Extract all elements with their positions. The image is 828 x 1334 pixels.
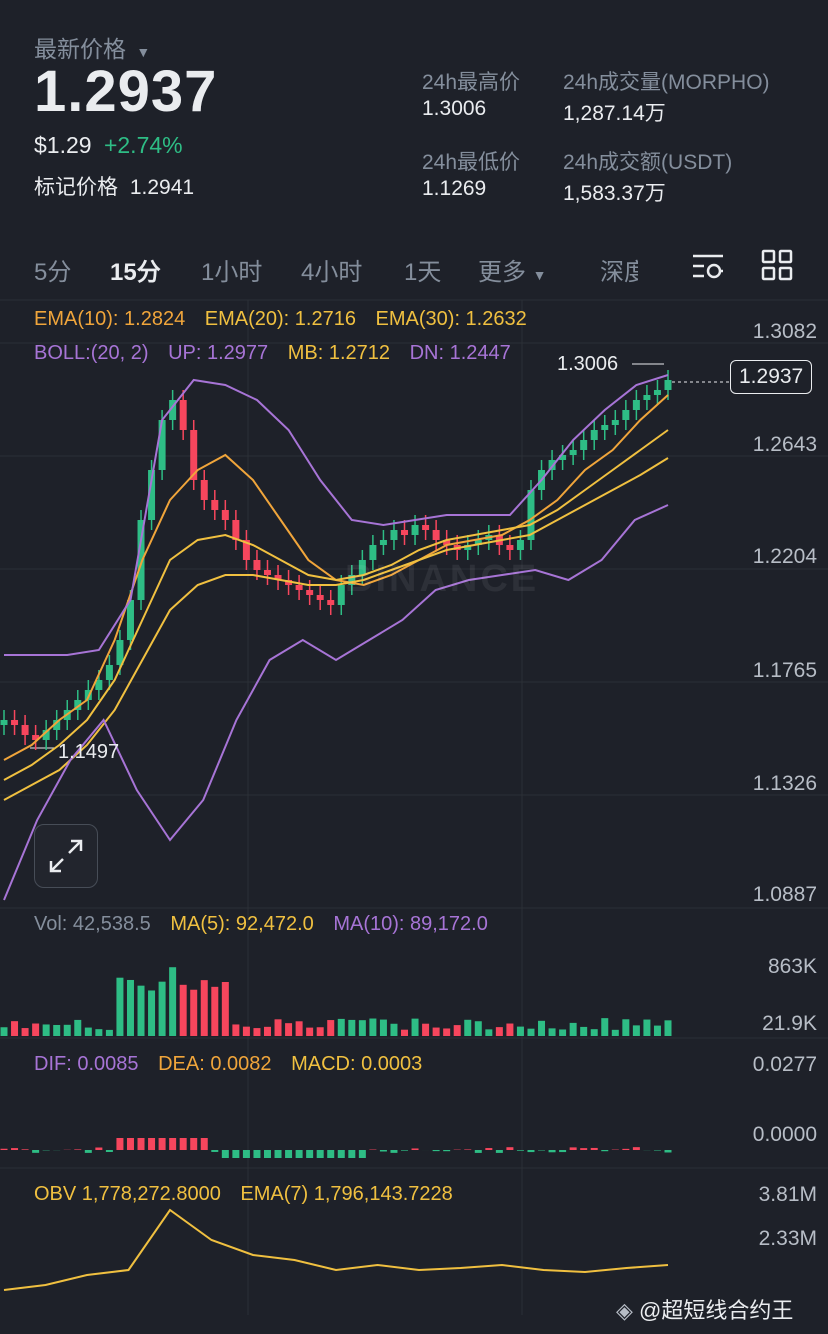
vol-axis-1: 863K	[717, 955, 817, 979]
candlesticks	[1, 370, 672, 750]
price-axis-2: 1.2643	[717, 433, 817, 457]
tab-5m[interactable]: 5分	[34, 252, 71, 287]
sliders-icon[interactable]	[690, 248, 726, 289]
low-label: 24h最低价	[422, 146, 520, 176]
author-watermark: ◈ @超短线合约王	[616, 1293, 793, 1325]
volume-value: 1,287.14万	[563, 97, 666, 127]
usd-price: $1.29	[34, 132, 92, 158]
mark-price-label: 标记价格	[34, 176, 118, 199]
latest-price: 1.2937	[34, 58, 217, 125]
ema20-value: EMA(20): 1.2716	[205, 308, 356, 330]
boll-up: UP: 1.2977	[168, 342, 268, 364]
obv-axis-2: 2.33M	[717, 1227, 817, 1251]
ema10-value: EMA(10): 1.2824	[34, 308, 185, 330]
volume-legend: Vol: 42,538.5 MA(5): 92,472.0 MA(10): 89…	[34, 913, 488, 936]
macd-axis-2: 0.0000	[717, 1123, 817, 1147]
tab-more[interactable]: 更多 ▼	[478, 252, 547, 287]
obv-value: OBV 1,778,272.8000	[34, 1183, 221, 1205]
vol-axis-2: 21.9K	[717, 1012, 817, 1036]
amount-label: 24h成交额(USDT)	[563, 146, 732, 176]
vol-ma5: MA(5): 92,472.0	[170, 913, 313, 935]
macd-legend: DIF: 0.0085 DEA: 0.0082 MACD: 0.0003	[34, 1053, 422, 1076]
obv-axis-1: 3.81M	[717, 1183, 817, 1207]
tab-1d[interactable]: 1天	[404, 252, 441, 287]
ema30-value: EMA(30): 1.2632	[376, 308, 527, 330]
grid-icon[interactable]	[760, 248, 794, 287]
macd-histogram	[1, 1138, 672, 1158]
tab-1h[interactable]: 1小时	[201, 252, 262, 287]
change-percent: +2.74%	[104, 132, 183, 158]
mark-price: 1.2941	[130, 176, 194, 199]
usd-price-row: $1.29 +2.74%	[34, 132, 183, 159]
macd-value: MACD: 0.0003	[291, 1053, 422, 1075]
high-value: 1.3006	[422, 97, 486, 121]
boll-mb: MB: 1.2712	[288, 342, 390, 364]
chevron-down-icon: ▼	[533, 267, 547, 283]
low-value: 1.1269	[422, 177, 486, 201]
price-axis-5: 1.1326	[717, 772, 817, 796]
boll-params: BOLL:(20, 2)	[34, 342, 149, 364]
macd-dea: DEA: 0.0082	[158, 1053, 271, 1075]
tab-more-label: 更多	[478, 259, 526, 286]
high-label: 24h最高价	[422, 66, 520, 96]
price-axis-1: 1.3082	[717, 320, 817, 344]
author-watermark-text: @超短线合约王	[639, 1298, 793, 1323]
expand-icon	[35, 825, 97, 887]
mark-price-row: 标记价格 1.2941	[34, 171, 194, 201]
indicator-lines	[4, 375, 668, 900]
low-marker: 1.1497	[58, 741, 119, 764]
boll-legend: BOLL:(20, 2) UP: 1.2977 MB: 1.2712 DN: 1…	[34, 342, 511, 365]
price-axis-6: 1.0887	[717, 883, 817, 907]
binance-logo-icon: ◈	[616, 1298, 633, 1323]
tab-15m[interactable]: 15分	[110, 252, 161, 287]
obv-lines	[4, 1210, 668, 1290]
boll-dn: DN: 1.2447	[410, 342, 511, 364]
obv-legend: OBV 1,778,272.8000 EMA(7) 1,796,143.7228	[34, 1183, 453, 1206]
binance-watermark: BINANCE	[345, 558, 539, 601]
chart-grid	[0, 300, 828, 1315]
price-axis-4: 1.1765	[717, 659, 817, 683]
vol-ma10: MA(10): 89,172.0	[333, 913, 488, 935]
obv-ema7: EMA(7) 1,796,143.7228	[240, 1183, 452, 1205]
current-price-tag[interactable]: 1.2937	[730, 360, 812, 394]
macd-axis-1: 0.0277	[717, 1053, 817, 1077]
amount-value: 1,583.37万	[563, 177, 666, 207]
macd-dif: DIF: 0.0085	[34, 1053, 139, 1075]
price-axis-3: 1.2204	[717, 545, 817, 569]
ema-legend: EMA(10): 1.2824 EMA(20): 1.2716 EMA(30):…	[34, 308, 527, 331]
vol-value: Vol: 42,538.5	[34, 913, 151, 935]
expand-button[interactable]	[34, 824, 98, 888]
tab-depth[interactable]: 深度	[600, 252, 638, 287]
volume-label: 24h成交量(MORPHO)	[563, 66, 770, 96]
tab-4h[interactable]: 4小时	[301, 252, 362, 287]
high-marker: 1.3006	[557, 353, 618, 376]
volume-bars	[1, 967, 672, 1036]
